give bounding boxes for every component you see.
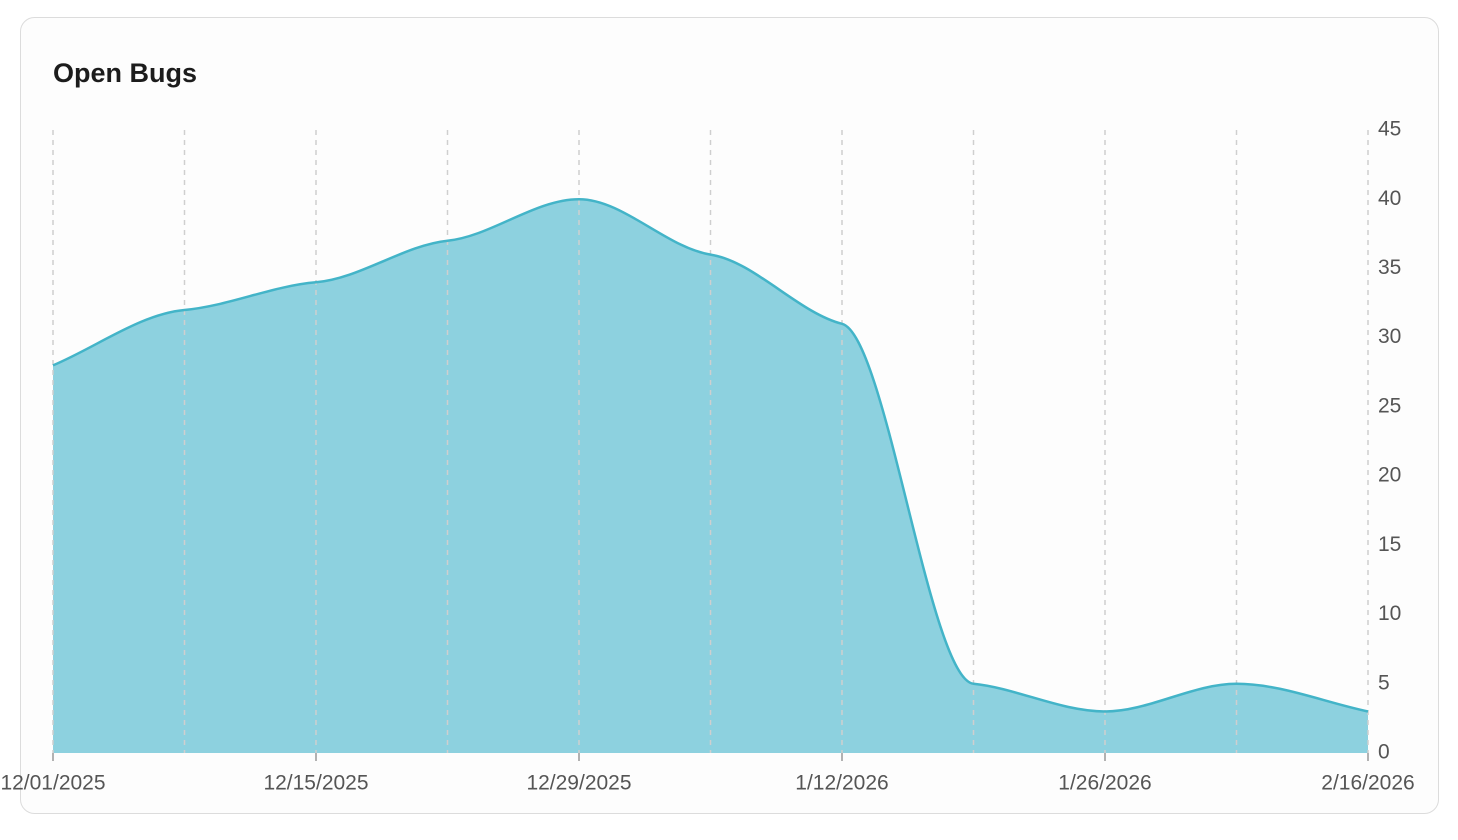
area-fill (53, 199, 1368, 753)
x-tick-label: 1/26/2026 (1058, 772, 1151, 795)
chart-title: Open Bugs (53, 58, 197, 88)
y-tick-label: 30 (1378, 325, 1401, 348)
area-line (52, 197, 1369, 713)
y-tick-label: 45 (1378, 118, 1401, 141)
y-tick-label: 10 (1378, 602, 1401, 625)
y-tick-label: 25 (1378, 394, 1401, 417)
y-tick-label: 15 (1378, 533, 1401, 556)
y-tick-label: 40 (1378, 187, 1401, 210)
x-tick-label: 12/01/2025 (0, 772, 105, 795)
x-tick-label: 2/16/2026 (1321, 772, 1414, 795)
y-tick-label: 0 (1378, 741, 1390, 764)
x-tick-label: 1/12/2026 (795, 772, 888, 795)
y-tick-label: 20 (1378, 464, 1401, 487)
x-tick-label: 12/29/2025 (526, 772, 631, 795)
y-tick-label: 5 (1378, 671, 1390, 694)
y-tick-label: 35 (1378, 256, 1401, 279)
x-tick-label: 12/15/2025 (263, 772, 368, 795)
